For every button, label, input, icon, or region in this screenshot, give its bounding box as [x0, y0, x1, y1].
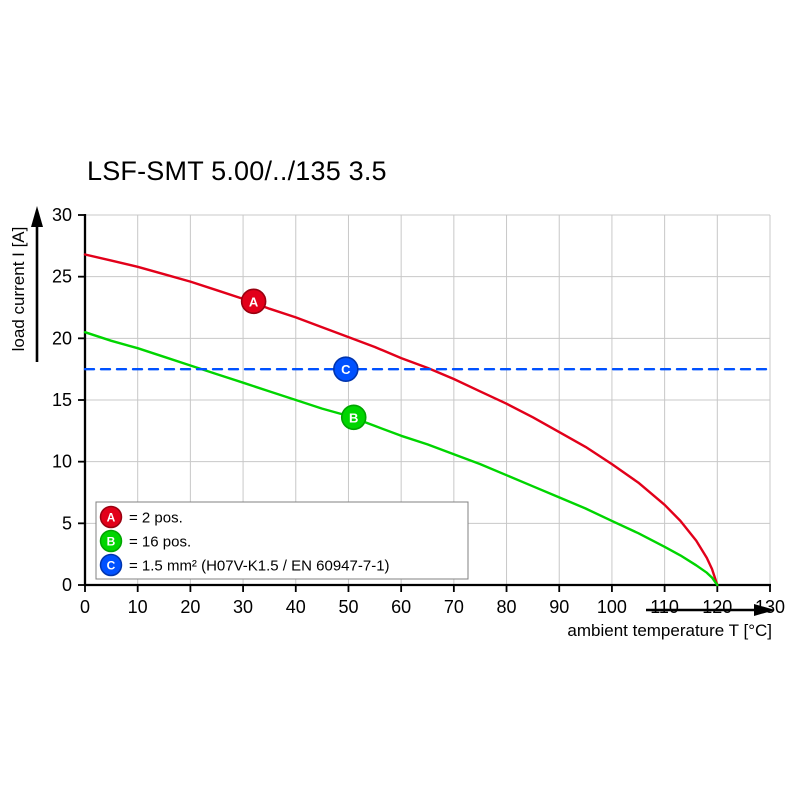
legend-label-C: = 1.5 mm² (H07V-K1.5 / EN 60947-7-1)	[129, 558, 390, 575]
x-tick-label: 100	[597, 597, 627, 617]
y-tick-label: 30	[52, 205, 72, 225]
x-tick-label: 80	[497, 597, 517, 617]
x-tick-label: 90	[549, 597, 569, 617]
y-axis-arrow-icon	[31, 206, 43, 227]
tick-labels: 0 10 20 30 40 50 60 70 80 90 100 110 120 130051015202…	[52, 205, 785, 617]
curve-marker-letter: A	[249, 294, 259, 309]
curve-marker-letter: B	[349, 410, 358, 425]
x-tick-label: 60	[391, 597, 411, 617]
x-tick-label: 40	[286, 597, 306, 617]
legend-marker-letter: B	[107, 535, 116, 549]
curve-marker-A: A	[240, 288, 267, 315]
legend-label-B: = 16 pos.	[129, 534, 191, 551]
x-tick-label: 20	[180, 597, 200, 617]
legend: A = 2 pos. B = 16 pos. C = 1.5 mm² (H07V-K1.5…	[95, 501, 469, 580]
y-tick-label: 10	[52, 452, 72, 472]
series-curve-A	[83, 253, 719, 587]
y-tick-label: 5	[62, 513, 72, 533]
y-tick-label: 0	[62, 575, 72, 595]
legend-marker-letter: C	[107, 559, 116, 573]
curve-marker-C: C	[333, 356, 359, 382]
x-tick-label: 30	[233, 597, 253, 617]
x-axis-label: ambient temperature T [°C]	[567, 621, 772, 640]
x-tick-label: 10	[128, 597, 148, 617]
curve-marker-B: B	[340, 404, 367, 431]
x-axis-arrow-icon	[754, 604, 775, 616]
legend-marker-A	[99, 505, 123, 529]
legend-label-A: = 2 pos.	[129, 510, 183, 527]
y-tick-label: 20	[52, 328, 72, 348]
x-tick-label: 70	[444, 597, 464, 617]
curve-marker-letter: C	[341, 362, 351, 377]
y-tick-label: 25	[52, 267, 72, 287]
legend-marker-letter: A	[107, 511, 116, 525]
chart-title: LSF-SMT 5.00/../135 3.5	[87, 156, 387, 186]
x-tick-label: 50	[338, 597, 358, 617]
x-tick-label: 120	[702, 597, 732, 617]
axes	[78, 214, 771, 592]
x-tick-label: 110	[650, 597, 679, 617]
axis-arrows	[31, 206, 775, 616]
legend-marker-B	[99, 529, 123, 553]
legend-marker-C	[99, 553, 123, 577]
y-axis-label: load current I [A]	[9, 227, 28, 352]
y-tick-label: 15	[52, 390, 72, 410]
x-tick-label: 0	[80, 597, 90, 617]
